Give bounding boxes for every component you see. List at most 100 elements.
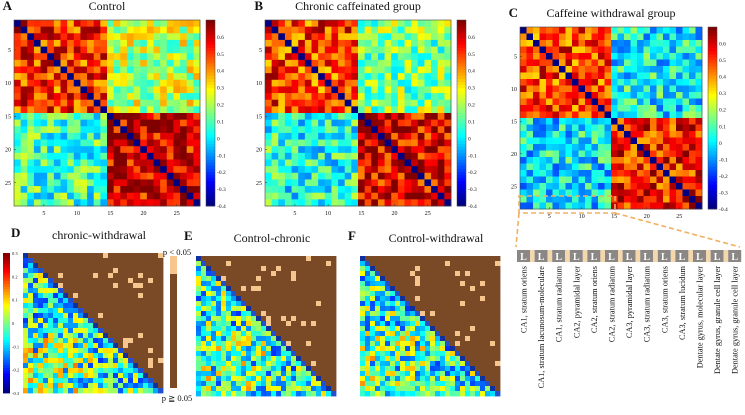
diff-cell [405,306,411,312]
heatmap-cell [617,176,625,184]
heatmap-cell [87,139,95,147]
heatmap-cell [637,59,644,67]
diff-cell [291,281,297,287]
diff-cell [88,383,94,389]
heatmap-cell [669,124,677,132]
heatmap-cell [397,106,405,114]
heatmap-cell [384,146,392,154]
heatmap-cell [60,126,68,134]
diff-cell [28,313,34,319]
heatmap-cell [559,72,566,80]
heatmap-cell [404,172,412,180]
heatmap-cell [166,146,174,154]
heatmap-cell [126,53,134,61]
diff-cell [246,276,252,282]
heatmap-cell [173,66,181,74]
diff-cell [311,271,317,277]
heatmap-cell [404,20,412,28]
heatmap-cell [100,39,108,47]
heatmap-cell [546,176,553,184]
diff-cell [206,376,212,382]
heatmap-cell [126,192,134,200]
diff-cell [128,313,134,319]
heatmap-cell [120,126,128,134]
diff-cell [241,366,247,372]
heatmap-cell [656,111,664,119]
diff-cell [93,253,99,259]
heatmap-cell [585,111,592,119]
diff-cell [73,383,79,389]
heatmap-cell [331,159,339,167]
diff-cell [316,381,322,387]
diff-cell [148,278,154,284]
diff-cell [425,336,431,342]
colorbar-segment [457,41,466,46]
heatmap-cell [173,33,181,41]
colorbar-segment [708,205,717,210]
diff-cell [281,301,287,307]
heatmap-cell [552,66,560,73]
diff-cell [430,376,436,382]
heatmap-cell [318,33,326,41]
diff-cell [88,253,94,259]
heatmap-cell [371,20,379,28]
heatmap-cell [180,186,188,194]
heatmap-cell [180,33,188,41]
heatmap-cell [160,139,168,147]
diff-cell [113,313,119,319]
heatmap-cell [437,186,445,194]
colorbar-segment [457,150,466,154]
diff-cell [435,381,441,387]
heatmap-cell [47,146,55,154]
diff-cell [58,273,64,279]
heatmap-cell [113,53,121,61]
heatmap-cell [585,27,592,34]
heatmap-cell [598,170,605,177]
diff-cell [495,341,501,347]
diff-cell [93,353,99,359]
heatmap-cell [166,59,174,67]
heatmap-cell [397,119,405,127]
heatmap-cell [284,73,292,81]
colorbar-segment [457,106,466,111]
heatmap-cell [298,146,306,154]
heatmap-cell [377,46,385,54]
heatmap-cell [40,59,48,67]
heatmap-cell [630,40,638,47]
heatmap-cell [265,59,273,67]
colorbar-segment [708,60,717,64]
heatmap-cell [585,124,592,132]
diff-cell [490,276,496,282]
x-tick-label: 5 [548,214,551,220]
diff-cell [370,306,376,312]
heatmap-cell [604,79,612,86]
heatmap-cell [377,159,385,167]
diff-cell [301,291,307,297]
heatmap-cell [284,119,292,127]
heatmap-cell [559,131,566,138]
diff-cell [103,268,109,274]
heatmap-cell [291,126,299,134]
heatmap-cell [358,172,366,180]
colorbar-segment [708,145,717,149]
diff-cell [390,316,396,322]
diff-cell [485,331,491,337]
heatmap-cell [107,79,115,87]
diff-cell [246,316,252,322]
heatmap-cell [617,163,625,171]
heatmap-cell [437,132,445,140]
diff-cell [365,346,371,352]
diff-cell [123,338,129,344]
diff-cell [78,373,84,379]
heatmap-cell [173,113,181,121]
heatmap-cell [186,166,194,174]
diff-cell [316,306,322,312]
diff-cell [158,293,164,299]
heatmap-cell [637,189,644,197]
diff-cell [380,371,386,377]
heatmap-cell [271,113,279,121]
diff-cell [475,356,481,362]
heatmap-cell [87,33,95,41]
diff-cell [316,321,322,327]
heatmap-cell [695,105,703,112]
